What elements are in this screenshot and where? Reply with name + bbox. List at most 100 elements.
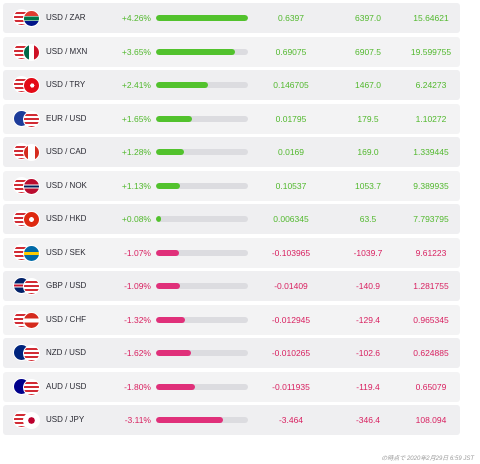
current-rate: 15.64621 [413, 13, 449, 23]
change-bar-fill [156, 82, 209, 88]
currency-pair-flags [13, 42, 41, 61]
change-value: 0.6397 [278, 13, 304, 23]
hong-kong-flag-icon [23, 211, 40, 228]
pip-change: 6397.0 [355, 13, 381, 23]
currency-pair-flags [13, 76, 41, 94]
currency-pair-flags [13, 109, 41, 128]
change-bar-fill [156, 149, 184, 155]
currency-pair-label[interactable]: USD / MXN [46, 46, 88, 56]
percent-change: -1.07% [124, 247, 151, 258]
switzerland-flag-icon [23, 311, 40, 329]
current-rate: 0.65079 [415, 381, 447, 392]
table-row[interactable]: NZD / USD -1.62% -0.010265 -102.6 0.624885 [3, 338, 460, 368]
currency-pair-flags [13, 310, 41, 329]
currency-pair-label[interactable]: USD / NOK [46, 180, 87, 190]
table-row[interactable]: USD / CHF -1.32% -0.012945 -129.4 0.965345 [3, 304, 460, 335]
currency-pair-label[interactable]: USD / TRY [46, 80, 86, 89]
change-bar [156, 350, 248, 356]
change-value: -0.103965 [271, 247, 311, 258]
pip-change: 1053.7 [355, 180, 381, 191]
us-flag-icon [23, 378, 40, 396]
percent-change: -1.62% [124, 348, 151, 358]
currency-pair-label[interactable]: USD / HKD [46, 214, 87, 223]
pip-change: -119.4 [356, 381, 380, 392]
current-rate: 1.339445 [413, 147, 449, 157]
currency-pair-label[interactable]: GBP / USD [46, 281, 87, 290]
current-rate: 0.624885 [413, 348, 449, 358]
pip-change: -129.4 [355, 314, 381, 325]
change-value: -0.012945 [271, 314, 311, 325]
currency-pair-label[interactable]: USD / CAD [46, 147, 87, 156]
currency-pair-label[interactable]: USD / CHF [46, 314, 86, 324]
currency-pair-flags [13, 143, 41, 161]
table-row[interactable]: USD / HKD +0.08% 0.006345 63.5 7.793795 [3, 204, 460, 234]
currency-pair-label[interactable]: AUD / USD [46, 381, 87, 391]
change-value: -0.010265 [271, 348, 311, 358]
currency-pair-label[interactable]: USD / JPY [46, 415, 85, 424]
change-value: 0.0169 [278, 147, 304, 157]
current-rate: 1.10272 [415, 113, 447, 124]
change-value: -0.011935 [272, 381, 310, 392]
currency-pair-flags [13, 210, 41, 228]
current-rate: 0.965345 [413, 314, 449, 325]
currency-pair-label[interactable]: USD / SEK [46, 247, 86, 257]
change-value: 0.69075 [275, 46, 307, 57]
change-value: 0.146705 [273, 80, 309, 90]
percent-change: -3.11% [124, 415, 151, 425]
pip-change: 169.0 [357, 147, 379, 157]
current-rate: 19.599755 [410, 46, 452, 57]
currency-pair-flags [13, 9, 41, 27]
table-row[interactable]: USD / CAD +1.28% 0.0169 169.0 1.339445 [3, 137, 460, 167]
change-bar [156, 417, 248, 423]
change-value: 0.10537 [275, 180, 307, 191]
current-rate: 9.389935 [413, 180, 449, 191]
currency-pair-label[interactable]: NZD / USD [46, 348, 86, 357]
change-bar-fill [156, 383, 195, 390]
current-rate: 1.281755 [413, 281, 449, 291]
currency-pair-flags [13, 411, 41, 429]
turkey-flag-icon [23, 77, 40, 94]
change-value: 0.01795 [275, 113, 307, 124]
table-row[interactable]: USD / TRY +2.41% 0.146705 1467.0 6.24273 [3, 70, 460, 100]
change-bar-fill [156, 216, 161, 222]
us-flag-icon [23, 278, 40, 295]
pip-change: 6907.5 [355, 46, 381, 57]
percent-change: +0.08% [121, 214, 151, 224]
pip-change: -1039.7 [353, 247, 383, 258]
table-row[interactable]: USD / NOK +1.13% 0.10537 1053.7 9.389935 [3, 170, 460, 201]
change-bar [156, 182, 248, 189]
pip-change: 63.5 [359, 214, 377, 224]
currency-pair-flags [13, 377, 41, 396]
percent-change: -1.80% [124, 381, 151, 392]
percent-change: +4.26% [121, 13, 151, 23]
change-bar [156, 115, 248, 122]
pip-change: -346.4 [355, 415, 381, 425]
change-bar-fill [156, 182, 181, 189]
change-value: -0.01409 [274, 281, 308, 291]
currency-pair-label[interactable]: EUR / USD [46, 113, 87, 123]
change-bar-fill [156, 15, 248, 21]
us-flag-icon [23, 345, 40, 362]
percent-change: +1.65% [121, 113, 151, 124]
change-bar [156, 48, 248, 55]
currency-pair-label[interactable]: USD / ZAR [46, 13, 86, 22]
table-row[interactable]: USD / MXN +3.65% 0.69075 6907.5 19.599755 [3, 36, 460, 67]
table-row[interactable]: AUD / USD -1.80% -0.011935 -119.4 0.65079 [3, 371, 460, 402]
change-bar [156, 283, 248, 289]
change-bar-fill [156, 350, 191, 356]
table-row[interactable]: USD / SEK -1.07% -0.103965 -1039.7 9.61223 [3, 237, 460, 268]
change-bar [156, 316, 248, 323]
timestamp-footer: の時点で 2020年2月29日 6:59 JST [381, 456, 474, 462]
change-bar [156, 249, 248, 256]
table-row[interactable]: USD / JPY -3.11% -3.464 -346.4 108.094 [3, 405, 460, 435]
percent-change: +1.28% [121, 147, 151, 157]
currency-pair-flags [13, 344, 41, 362]
currency-pair-flags [13, 176, 41, 195]
table-row[interactable]: USD / ZAR +4.26% 0.6397 6397.0 15.64621 [3, 3, 460, 33]
table-row[interactable]: EUR / USD +1.65% 0.01795 179.5 1.10272 [3, 103, 460, 134]
us-flag-icon [23, 110, 40, 128]
change-bar [156, 216, 248, 222]
table-row[interactable]: GBP / USD -1.09% -0.01409 -140.9 1.281755 [3, 271, 460, 301]
change-bar [156, 383, 248, 390]
japan-flag-icon [23, 412, 40, 429]
